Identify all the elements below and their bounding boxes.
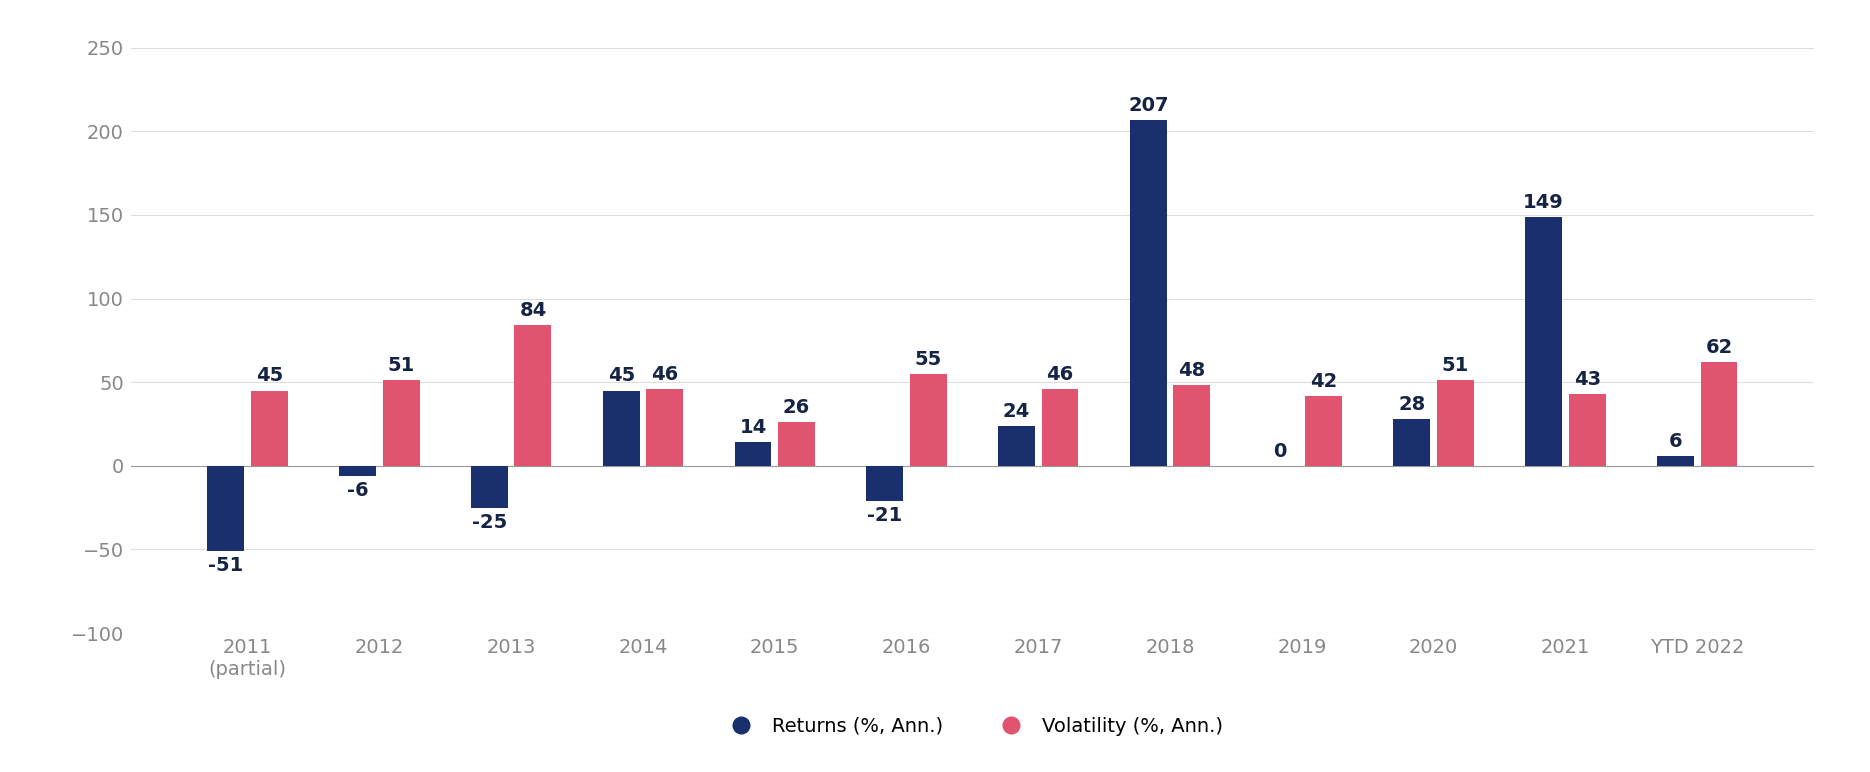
Text: -51: -51 xyxy=(208,556,243,575)
Bar xyxy=(1129,120,1167,466)
Text: 24: 24 xyxy=(1002,401,1030,421)
Bar xyxy=(602,391,640,466)
Text: 0: 0 xyxy=(1273,442,1287,461)
Text: 45: 45 xyxy=(608,367,634,385)
Bar xyxy=(778,422,815,466)
Text: -6: -6 xyxy=(346,481,368,499)
Text: 55: 55 xyxy=(914,350,942,369)
Bar xyxy=(1393,419,1431,466)
Bar xyxy=(383,381,419,466)
Bar xyxy=(1569,394,1606,466)
Text: 51: 51 xyxy=(387,357,415,375)
Text: 43: 43 xyxy=(1573,370,1601,389)
Bar xyxy=(866,466,903,501)
Text: 46: 46 xyxy=(651,365,679,384)
Bar xyxy=(735,442,772,466)
Text: 149: 149 xyxy=(1524,192,1563,212)
Bar xyxy=(911,374,946,466)
Text: 42: 42 xyxy=(1311,371,1337,391)
Text: 28: 28 xyxy=(1399,395,1425,414)
Bar xyxy=(1436,381,1474,466)
Bar xyxy=(999,425,1034,466)
Bar xyxy=(338,466,376,476)
Bar xyxy=(1700,362,1737,466)
Bar xyxy=(1305,395,1343,466)
Bar xyxy=(251,391,288,466)
Text: 48: 48 xyxy=(1178,361,1206,381)
Bar xyxy=(1042,389,1079,466)
Legend: Returns (%, Ann.), Volatility (%, Ann.): Returns (%, Ann.), Volatility (%, Ann.) xyxy=(714,709,1230,743)
Text: 207: 207 xyxy=(1128,96,1169,114)
Bar xyxy=(1526,216,1561,466)
Text: 46: 46 xyxy=(1047,365,1073,384)
Bar xyxy=(208,466,245,551)
Bar xyxy=(1657,455,1694,466)
Bar xyxy=(647,389,683,466)
Bar xyxy=(1172,385,1210,466)
Text: 26: 26 xyxy=(784,398,810,417)
Text: -21: -21 xyxy=(868,506,903,525)
Text: 62: 62 xyxy=(1705,338,1733,357)
Text: 6: 6 xyxy=(1668,432,1683,451)
Bar xyxy=(514,325,552,466)
Text: 51: 51 xyxy=(1442,357,1470,375)
Text: 84: 84 xyxy=(520,301,546,320)
Text: 14: 14 xyxy=(739,418,767,437)
Bar xyxy=(471,466,509,508)
Text: -25: -25 xyxy=(471,513,507,532)
Text: 45: 45 xyxy=(256,367,282,385)
